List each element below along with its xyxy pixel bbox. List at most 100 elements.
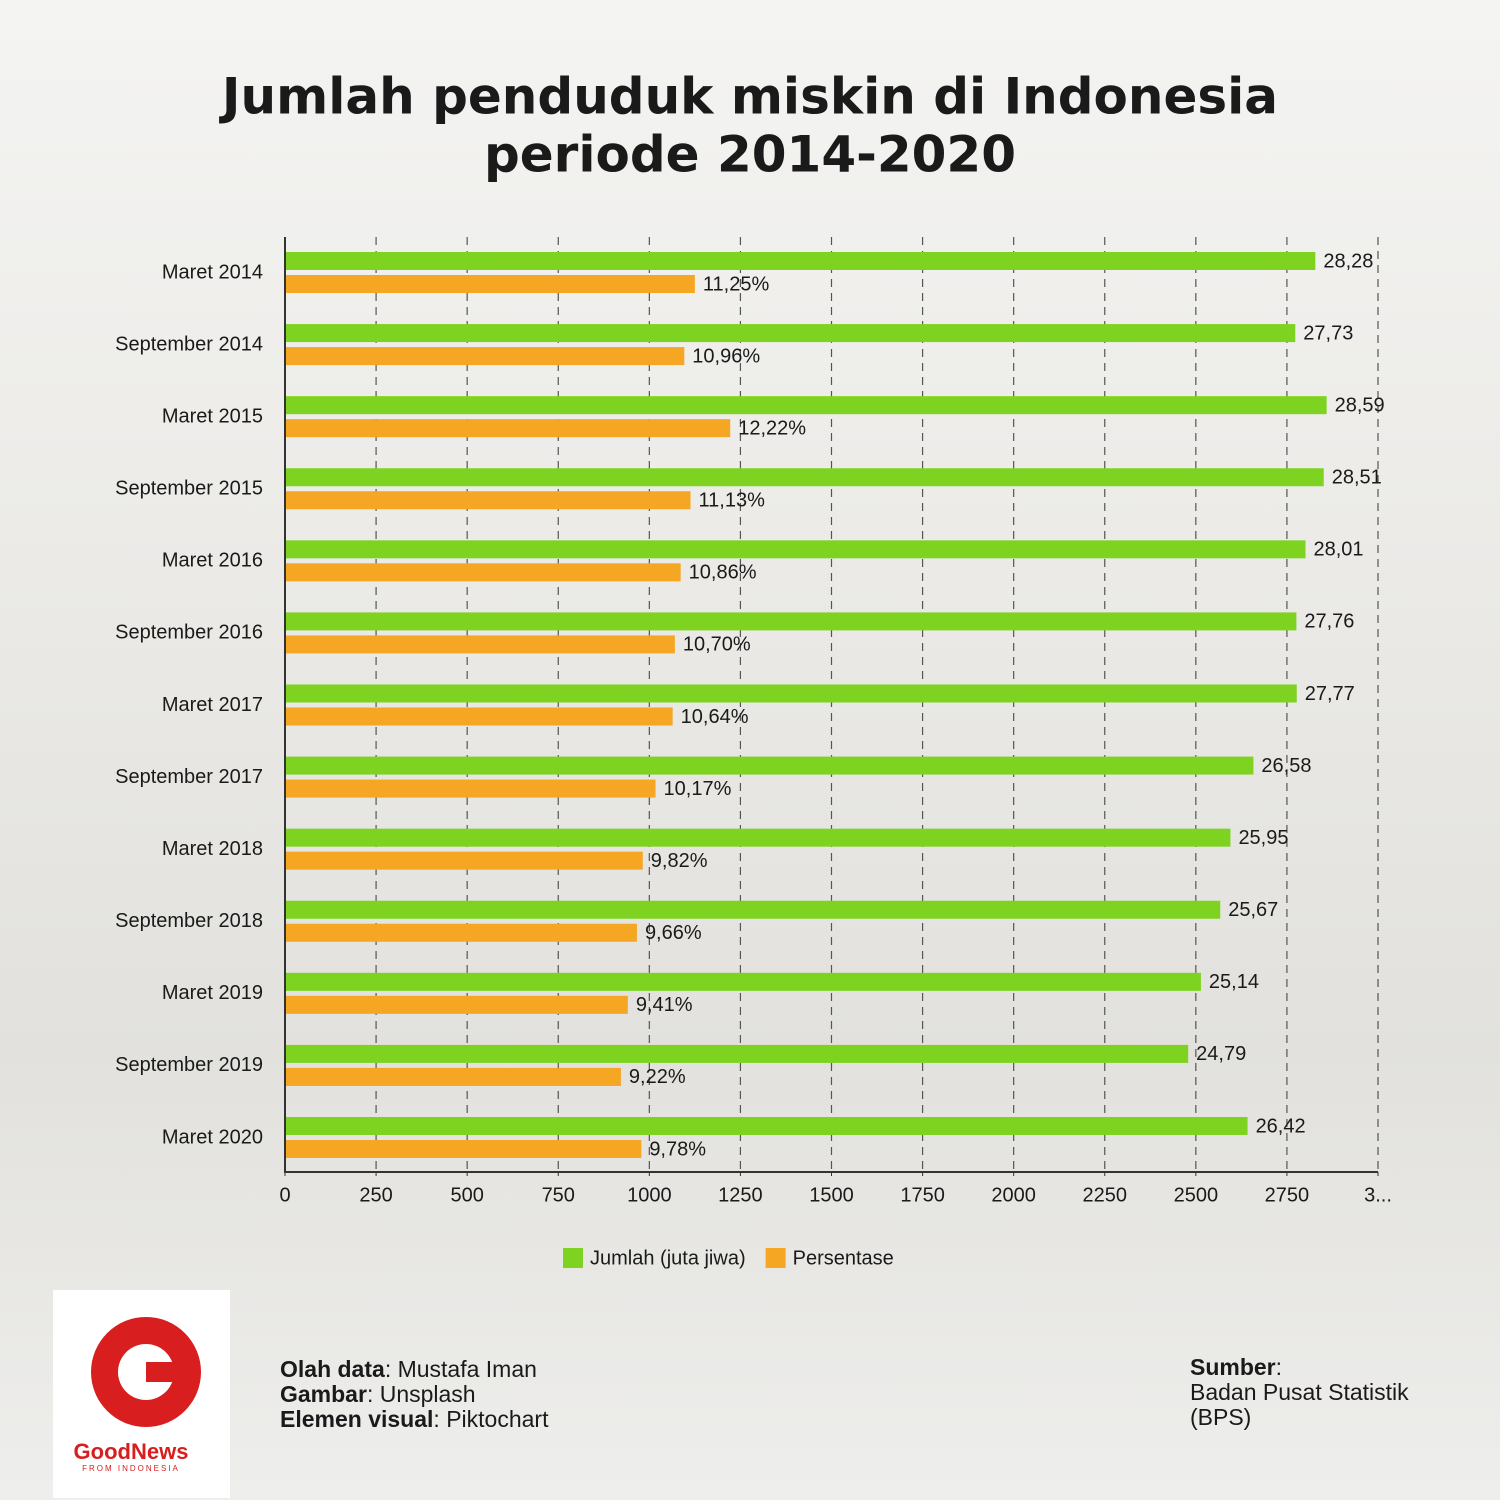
bar — [285, 1140, 642, 1158]
value-label: 10,64% — [681, 706, 749, 728]
value-label: 26,42 — [1256, 1115, 1306, 1137]
value-label: 26,58 — [1261, 755, 1311, 777]
value-label: 11,25% — [703, 273, 770, 295]
bar — [285, 563, 681, 582]
x-tick-label: 1250 — [718, 1184, 763, 1206]
bar — [285, 972, 1201, 991]
x-tick-label: 250 — [359, 1184, 392, 1206]
y-tick-label: Maret 2019 — [162, 982, 263, 1004]
source-label: Sumber: — [1190, 1354, 1282, 1380]
bar — [285, 419, 731, 438]
value-label: 10,86% — [689, 562, 757, 584]
logo: GoodNews FROM INDONESIA — [53, 1290, 230, 1498]
bar — [285, 491, 691, 510]
value-label: 27,76 — [1304, 611, 1354, 633]
x-tick-label: 500 — [450, 1184, 483, 1206]
value-label: 10,17% — [664, 778, 732, 800]
y-tick-label: Maret 2014 — [162, 261, 263, 283]
value-label: 27,73 — [1303, 322, 1353, 344]
bar — [285, 923, 637, 942]
y-tick-label: September 2019 — [115, 1054, 263, 1076]
legend-label: Jumlah (juta jiwa) — [590, 1247, 746, 1269]
value-label: 25,14 — [1209, 971, 1259, 993]
value-label: 9,22% — [629, 1066, 686, 1088]
source-text: Badan Pusat Statistik — [1190, 1379, 1409, 1405]
value-label: 27,77 — [1305, 683, 1355, 705]
bar — [285, 756, 1254, 775]
x-tick-label: 1750 — [900, 1184, 945, 1206]
y-tick-label: September 2015 — [115, 478, 263, 500]
credit-line: Elemen visual: Piktochart — [280, 1406, 549, 1432]
chart-title: periode 2014-2020 — [484, 126, 1016, 184]
bar — [285, 1117, 1248, 1135]
bar — [285, 252, 1316, 270]
credit-line: Olah data: Mustafa Iman — [280, 1356, 537, 1382]
value-label: 9,66% — [645, 922, 702, 944]
value-label: 9,41% — [636, 994, 693, 1016]
logo-name: GoodNews — [74, 1439, 189, 1464]
value-label: 9,82% — [651, 850, 708, 872]
y-tick-label: September 2017 — [115, 766, 263, 788]
value-label: 9,78% — [649, 1138, 706, 1160]
y-tick-label: Maret 2018 — [162, 838, 263, 860]
bar — [285, 468, 1324, 487]
credit-value: : Mustafa Iman — [385, 1356, 537, 1382]
bar — [285, 635, 675, 654]
x-tick-label: 2250 — [1083, 1184, 1128, 1206]
source-text: (BPS) — [1190, 1404, 1251, 1430]
bar — [285, 612, 1297, 631]
credit-value: : Unsplash — [367, 1381, 476, 1407]
source-colon: : — [1276, 1354, 1282, 1380]
y-tick-label: Maret 2020 — [162, 1126, 263, 1148]
value-label: 28,28 — [1323, 250, 1373, 272]
x-tick-label: 1500 — [809, 1184, 854, 1206]
x-tick-label: 2500 — [1174, 1184, 1219, 1206]
y-tick-label: Maret 2017 — [162, 694, 263, 716]
bar — [285, 779, 656, 798]
bar — [285, 900, 1221, 919]
credit-label: Elemen visual — [280, 1406, 433, 1432]
value-label: 10,96% — [692, 345, 760, 367]
source-label-text: Sumber — [1190, 1354, 1276, 1380]
value-label: 12,22% — [738, 417, 806, 439]
credit-value: : Piktochart — [433, 1406, 549, 1432]
x-tick-label: 1000 — [627, 1184, 672, 1206]
value-label: 11,13% — [699, 490, 766, 512]
bar — [285, 396, 1327, 415]
x-tick-label: 3... — [1364, 1184, 1392, 1206]
credit-line: Gambar: Unsplash — [280, 1381, 476, 1407]
value-label: 25,95 — [1238, 827, 1288, 849]
logo-icon — [146, 1362, 176, 1382]
credit-label: Gambar — [280, 1381, 367, 1407]
value-label: 28,51 — [1332, 467, 1382, 489]
source: Sumber: Badan Pusat Statistik (BPS) — [1190, 1354, 1409, 1430]
bar — [285, 707, 673, 726]
x-tick-label: 2750 — [1265, 1184, 1310, 1206]
bar — [285, 324, 1296, 343]
logo-tagline: FROM INDONESIA — [82, 1464, 180, 1473]
credit-label: Olah data — [280, 1356, 385, 1382]
value-label: 10,70% — [683, 634, 751, 656]
bar — [285, 851, 643, 870]
value-label: 28,01 — [1313, 539, 1363, 561]
plot: 0 250 500 750 1000 1250 1500 1750 2000 2250 2500 27… — [115, 237, 1392, 1269]
bar — [285, 995, 628, 1014]
y-tick-label: September 2016 — [115, 622, 263, 644]
y-tick-label: Maret 2016 — [162, 550, 263, 572]
legend-swatch — [563, 1248, 583, 1268]
value-label: 28,59 — [1335, 394, 1385, 416]
bar — [285, 828, 1231, 847]
x-tick-label: 0 — [279, 1184, 290, 1206]
legend-swatch — [765, 1248, 786, 1268]
value-label: 25,67 — [1228, 899, 1278, 921]
bar — [285, 275, 695, 293]
y-tick-label: September 2018 — [115, 910, 263, 932]
x-tick-label: 2000 — [991, 1184, 1036, 1206]
value-label: 24,79 — [1196, 1043, 1246, 1065]
x-tick-label: 750 — [542, 1184, 575, 1206]
y-tick-label: September 2014 — [115, 333, 263, 355]
bar — [285, 684, 1297, 703]
